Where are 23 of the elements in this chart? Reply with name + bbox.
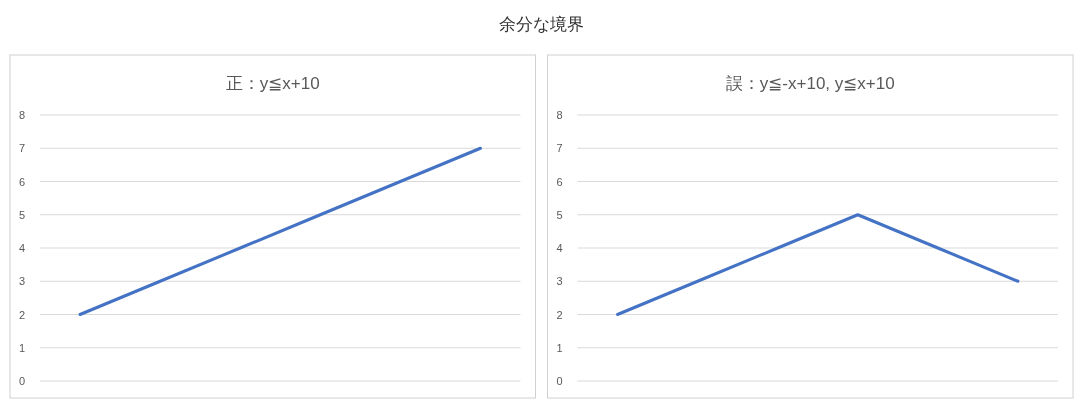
y-tick-label: 2 bbox=[18, 308, 26, 321]
y-tick-label: 6 bbox=[556, 175, 563, 188]
y-tick-label: 1 bbox=[18, 341, 26, 354]
y-tick-label: 0 bbox=[18, 375, 26, 387]
chart-title: 正：y≦x+10 bbox=[225, 74, 320, 93]
y-tick-label: 0 bbox=[556, 375, 563, 387]
line-series bbox=[616, 213, 1020, 316]
text: 余分な境界 bbox=[498, 15, 584, 34]
y-tick-label: 2 bbox=[556, 308, 563, 321]
y-tick-label: 4 bbox=[556, 242, 563, 254]
y-tick-label: 8 bbox=[556, 109, 563, 121]
y-tick-label: 7 bbox=[18, 142, 26, 155]
y-tick-label: 5 bbox=[556, 208, 563, 221]
y-tick-label: 5 bbox=[18, 208, 26, 221]
y-tick-label: 8 bbox=[18, 109, 26, 121]
y-tick-label: 3 bbox=[18, 275, 26, 288]
chart-title: 誤：y≦-x+10, y≦x+10 bbox=[725, 74, 895, 93]
y-tick-label: 3 bbox=[556, 275, 563, 288]
y-tick-label: 1 bbox=[556, 341, 563, 354]
y-tick-label: 4 bbox=[18, 242, 26, 254]
y-tick-label: 7 bbox=[556, 142, 563, 155]
line-series bbox=[78, 146, 482, 316]
y-tick-label: 6 bbox=[18, 175, 26, 188]
